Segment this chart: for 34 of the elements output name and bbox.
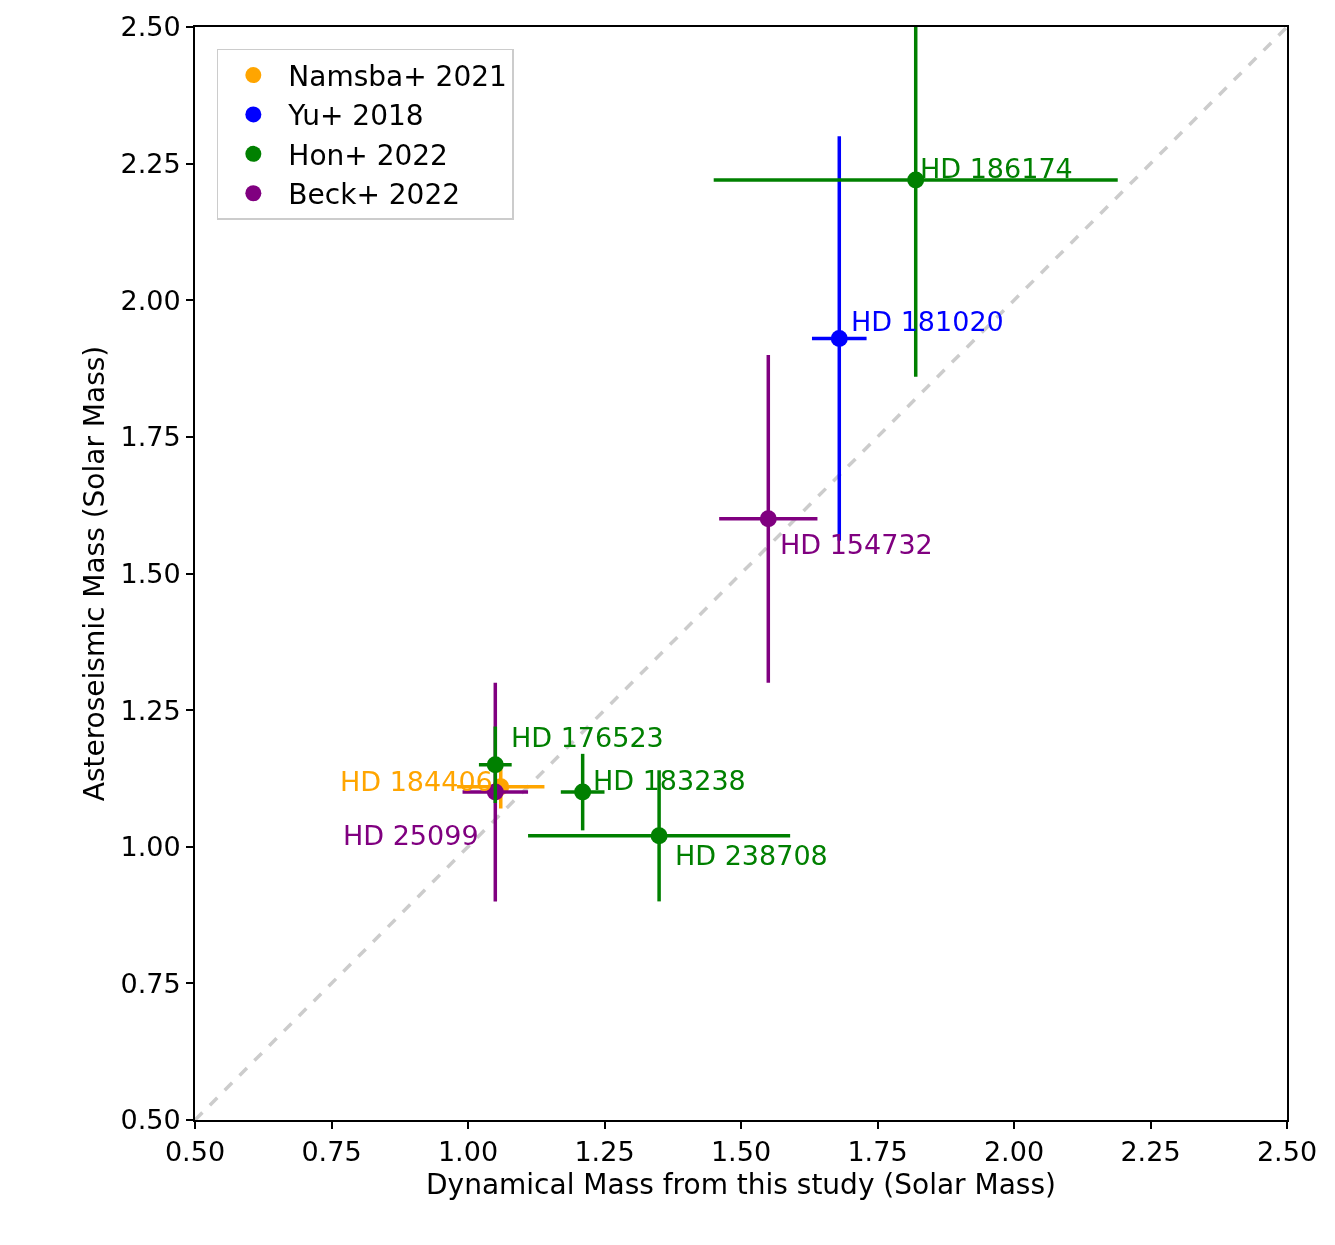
y-tick-label: 0.75 — [120, 967, 181, 999]
point — [759, 510, 777, 528]
x-tick-label: 1.25 — [574, 1136, 635, 1168]
annotation: HD 184406 — [340, 766, 493, 797]
x-tick-label: 1.00 — [437, 1136, 499, 1168]
y-tick-label: 2.50 — [120, 11, 181, 43]
annotation: HD 186174 — [920, 153, 1073, 184]
x-axis-title: Dynamical Mass from this study (Solar Mass) — [426, 1168, 1056, 1201]
annotation: HD 25099 — [343, 820, 479, 851]
y-tick-label: 1.50 — [120, 557, 181, 589]
point — [650, 827, 668, 845]
x-tick-label: 2.00 — [983, 1136, 1045, 1168]
y-tick-label: 1.25 — [120, 694, 181, 726]
x-tick-label: 0.75 — [301, 1136, 362, 1168]
x-tick-label: 1.75 — [847, 1136, 908, 1168]
annotation: HD 176523 — [511, 722, 664, 753]
y-tick-label: 1.00 — [120, 831, 181, 863]
legend-label: Beck+ 2022 — [288, 178, 461, 212]
legend-label: Hon+ 2022 — [288, 138, 448, 172]
y-tick-label: 1.75 — [120, 421, 181, 453]
y-tick-label: 2.00 — [120, 284, 181, 316]
annotation: HD 154732 — [780, 529, 933, 560]
point — [574, 783, 592, 801]
point — [830, 330, 848, 347]
x-tick-label: 0.50 — [164, 1136, 226, 1168]
x-tick-label: 1.50 — [710, 1136, 772, 1168]
annotation: HD 238708 — [675, 840, 828, 871]
legend-label: Namsba+ 2021 — [288, 59, 507, 93]
x-tick-label: 2.50 — [1256, 1136, 1318, 1168]
x-tick-label: 2.25 — [1120, 1136, 1181, 1168]
y-axis-title: Asteroseismic Mass (Solar Mass) — [77, 345, 111, 802]
y-tick-label: 0.50 — [120, 1104, 181, 1136]
y-tick-label: 2.25 — [120, 148, 181, 180]
legend-label: Yu+ 2018 — [287, 99, 424, 133]
